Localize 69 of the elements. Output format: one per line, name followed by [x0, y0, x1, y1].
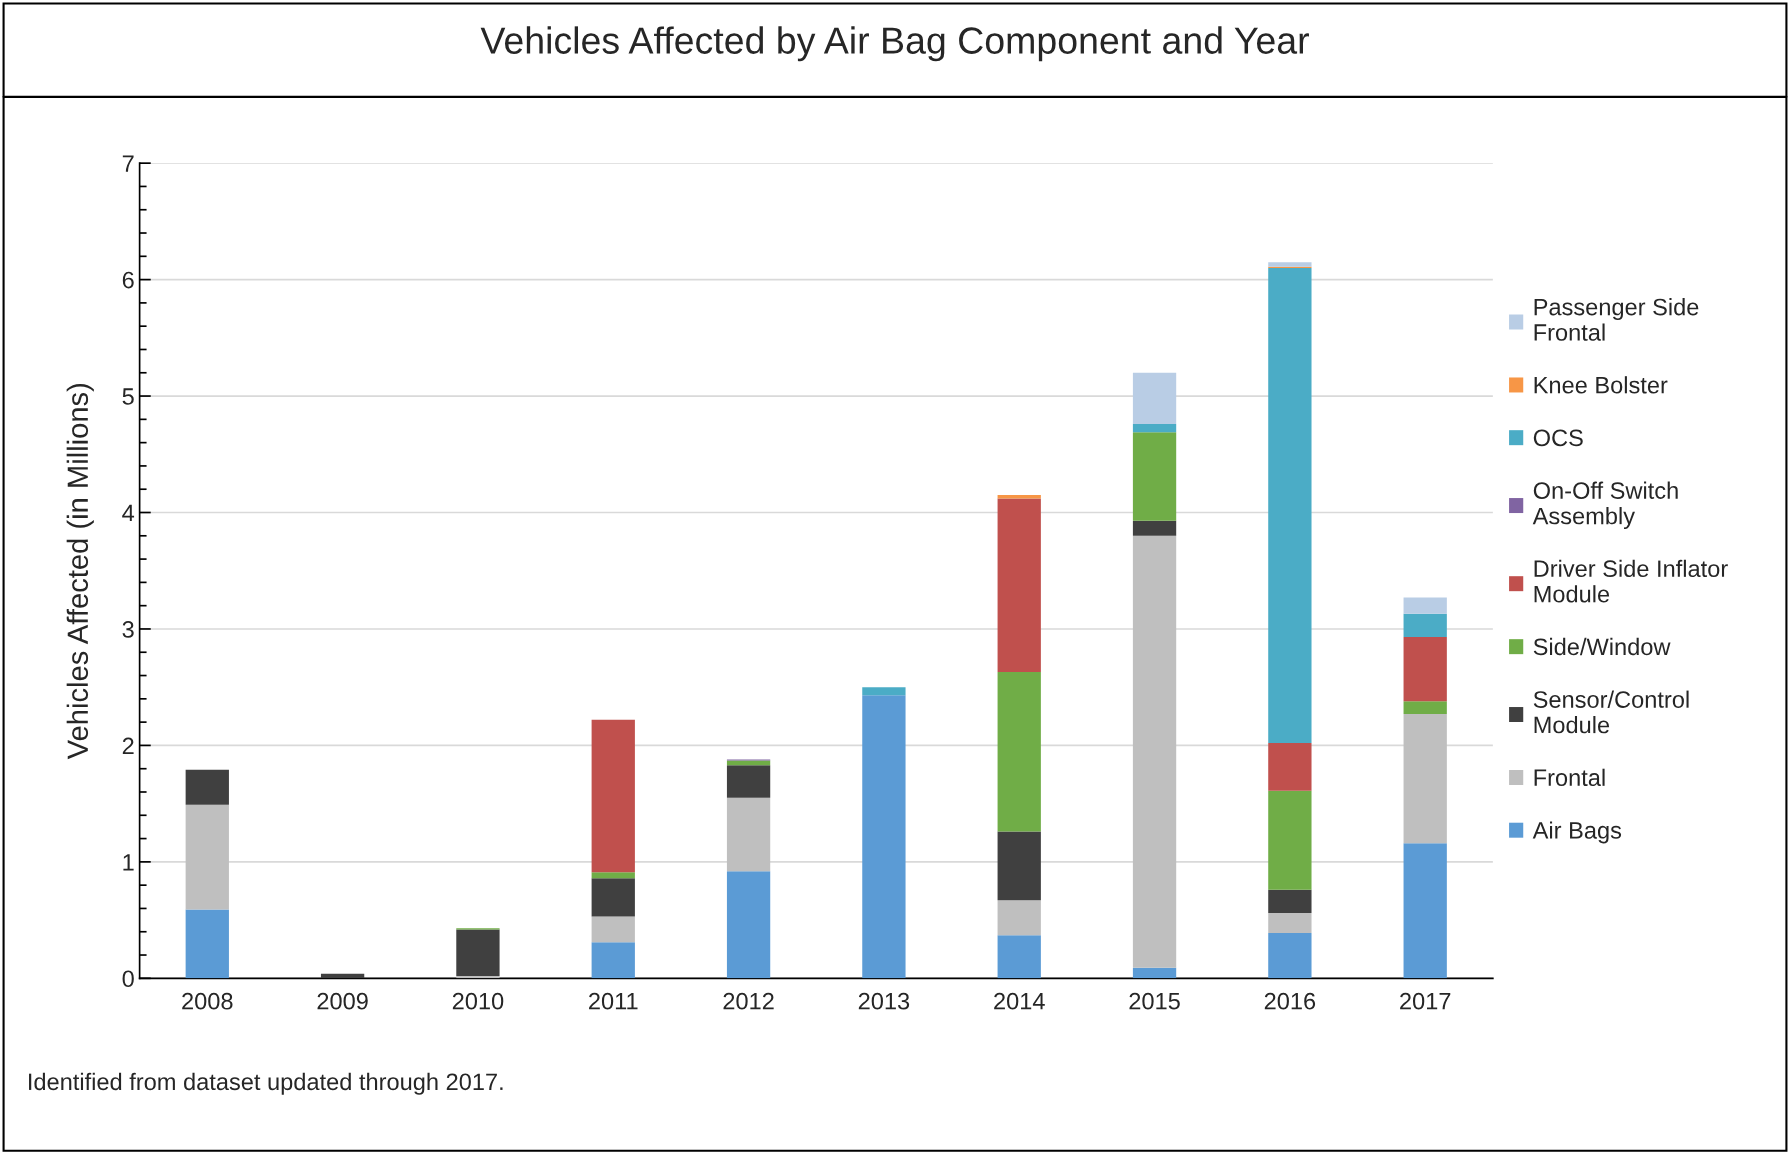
bar: [1132, 372, 1177, 424]
bar: [1268, 889, 1312, 914]
bar: [997, 935, 1041, 979]
x-tick-label: 2010: [452, 992, 504, 1010]
bar: [185, 804, 229, 910]
legend-label: Driver Side Inflator Module: [1534, 559, 1728, 603]
bar: [726, 765, 771, 798]
legend-label: OCS: [1533, 429, 1583, 447]
bar: [456, 929, 500, 976]
y-tick-label: 7: [122, 155, 134, 172]
bar: [1403, 613, 1447, 638]
x-tick-label: 2015: [1129, 992, 1180, 1010]
bar: [1132, 424, 1177, 433]
x-tick-label: 2008: [182, 992, 233, 1010]
y-tick-label: 1: [123, 854, 134, 871]
bar: [1268, 267, 1312, 744]
bar: [726, 871, 771, 979]
y-axis-title: Vehicles Affected (in Millions): [66, 383, 94, 760]
bar: [1132, 432, 1177, 521]
y-tick-label: 6: [122, 271, 134, 289]
x-tick-label: 2013: [858, 992, 910, 1010]
bar: [1268, 932, 1312, 979]
bar: [862, 687, 906, 696]
bar: [997, 672, 1041, 832]
bar: [1132, 520, 1177, 536]
legend-label: Knee Bolster: [1534, 376, 1668, 394]
bar: [1403, 701, 1447, 714]
bar: [185, 769, 229, 805]
bar: [591, 872, 635, 879]
bar: [1403, 597, 1447, 614]
x-tick-label: 2014: [994, 992, 1045, 1010]
legend-label: Side/Window: [1533, 637, 1671, 656]
bar: [1403, 713, 1447, 844]
legend-label: Passenger Side Frontal: [1534, 298, 1699, 341]
x-tick-label: 2012: [723, 992, 774, 1010]
x-tick-label: 2009: [317, 992, 368, 1010]
bar: [1132, 967, 1177, 979]
bar: [997, 900, 1041, 936]
y-tick-label: 4: [122, 504, 135, 522]
legend-label: Air Bags: [1532, 821, 1622, 844]
y-tick-label: 2: [122, 737, 134, 754]
bar: [1268, 743, 1312, 791]
y-tick-label: 0: [122, 970, 134, 988]
bar: [591, 942, 635, 979]
bar: [1268, 262, 1312, 267]
bar: [1403, 843, 1447, 979]
chart-title: Vehicles Affected by Air Bag Component and Year: [480, 26, 1309, 62]
bar: [591, 878, 635, 917]
bar: [185, 909, 229, 979]
bar: [726, 797, 771, 872]
bar: [1403, 637, 1447, 702]
bar: [1132, 535, 1177, 968]
bar: [1268, 913, 1312, 933]
bar: [997, 831, 1041, 901]
bar: [862, 695, 906, 979]
x-tick-label: 2017: [1400, 992, 1451, 1010]
text: Identified from dataset updated through 2017.: [29, 1072, 503, 1095]
x-tick-label: 2011: [589, 992, 638, 1010]
legend-label: Sensor/Control Module: [1533, 690, 1689, 734]
y-tick-label: 5: [122, 388, 134, 405]
bar: [997, 495, 1041, 499]
bar: [1268, 790, 1312, 890]
bar: [591, 916, 635, 943]
bar: [997, 498, 1041, 673]
y-tick-label: 3: [122, 621, 134, 638]
legend-label: On-Off Switch Assembly: [1532, 481, 1678, 530]
legend-label: Frontal: [1534, 768, 1605, 787]
bar: [591, 719, 635, 873]
x-tick-label: 2016: [1264, 992, 1316, 1010]
